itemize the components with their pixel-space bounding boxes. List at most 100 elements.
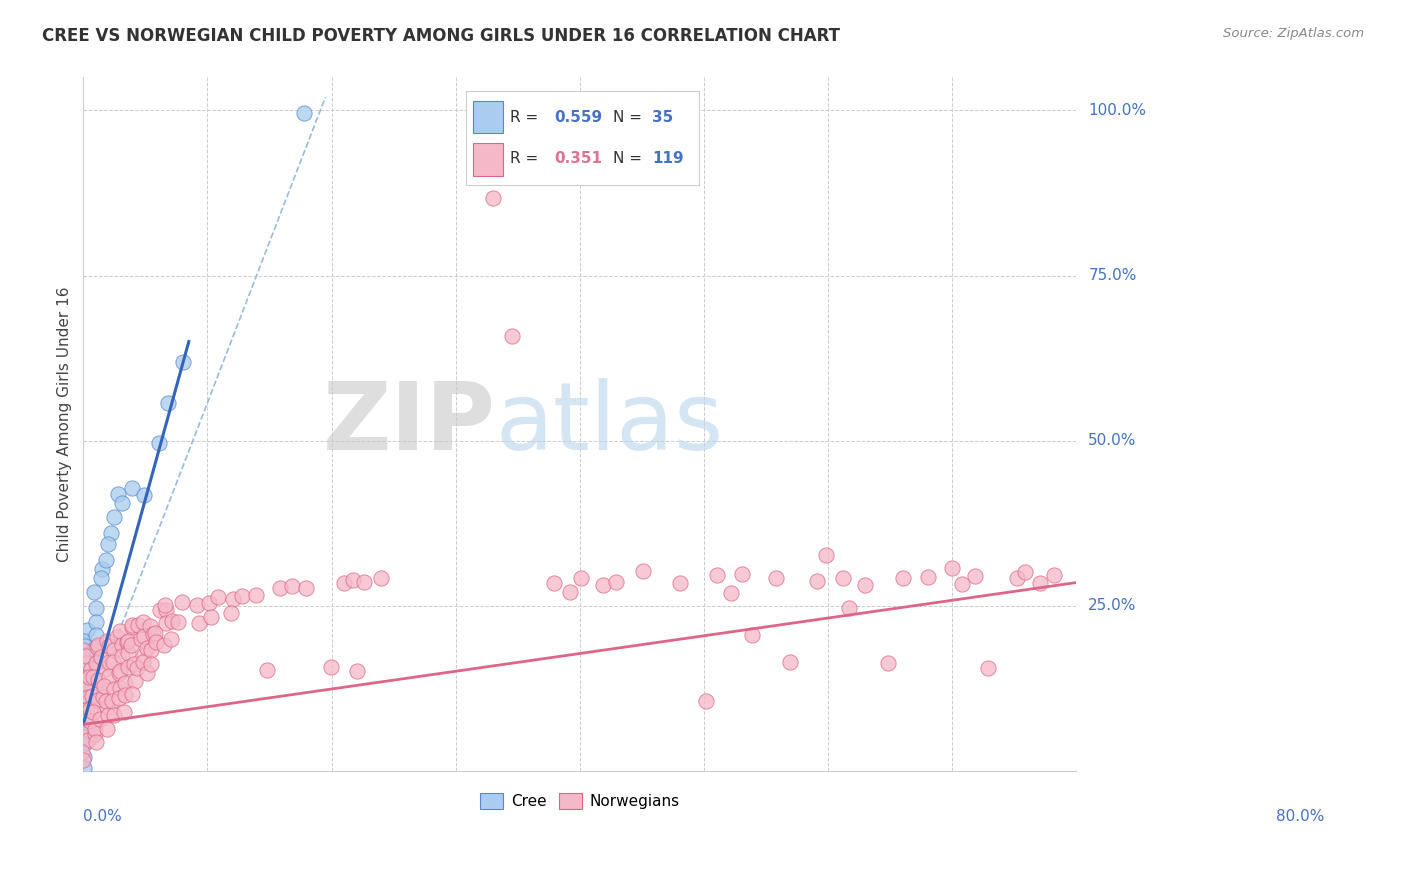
Point [79,702,101,716]
Text: Source: ZipAtlas.com: Source: ZipAtlas.com [1223,27,1364,40]
Point [346,664,368,678]
Point [89,712,111,726]
Point [75,703,97,717]
Point [97,640,120,654]
Point [893,571,915,585]
Point [103,708,125,723]
Point [114,689,136,703]
Text: atlas: atlas [495,378,724,470]
Text: 75.0%: 75.0% [1088,268,1136,283]
Point [245,589,267,603]
Point [94,662,117,676]
Point [153,638,176,652]
Point [86,601,108,615]
Text: 25.0%: 25.0% [1088,599,1136,613]
Point [75,656,97,670]
Point [73,750,96,764]
Point [93,680,115,694]
Point [876,656,898,670]
Point [103,681,125,696]
Point [281,579,304,593]
Point [831,571,853,585]
Point [75,649,97,664]
Point [370,570,392,584]
Point [72,662,94,676]
Point [121,687,143,701]
Text: 100.0%: 100.0% [1088,103,1146,118]
Point [77,714,100,728]
Point [96,722,118,736]
Point [779,655,801,669]
Point [950,577,973,591]
Point [121,620,143,634]
Point [103,642,125,657]
Point [84,615,107,629]
Point [153,598,176,612]
Point [157,396,180,410]
Point [207,590,229,604]
Point [353,574,375,589]
Point [72,753,94,767]
Point [96,553,118,567]
Point [75,681,97,696]
Point [121,481,143,495]
Point [77,733,100,747]
Point [80,662,103,676]
Point [631,564,654,578]
Point [80,689,103,703]
Point [121,618,143,632]
Point [87,638,110,652]
Point [127,618,149,632]
Point [108,681,131,695]
Point [129,632,152,647]
Point [73,730,96,744]
Point [125,661,148,675]
Point [1043,568,1066,582]
Point [1005,571,1028,585]
Point [114,676,136,690]
Point [143,625,166,640]
Point [90,650,112,665]
Point [134,488,156,502]
Point [135,665,157,680]
Point [706,568,728,582]
Point [108,691,131,706]
Point [75,702,97,716]
Point [166,615,188,630]
Point [1029,575,1052,590]
Text: ZIP: ZIP [322,378,495,470]
Point [90,571,112,585]
Point [76,723,98,737]
Point [695,693,717,707]
Point [84,657,107,671]
Point [569,571,592,585]
Point [1014,565,1036,579]
Point [132,615,155,629]
Point [87,683,110,698]
Point [83,641,105,656]
Point [592,578,614,592]
Point [501,328,523,343]
Point [73,634,96,648]
Point [70,745,93,759]
Point [73,761,96,775]
Point [197,596,219,610]
Point [75,714,97,729]
Point [917,569,939,583]
Point [77,670,100,684]
Point [73,724,96,739]
Point [100,526,122,541]
Point [96,700,118,714]
Point [72,690,94,704]
Point [86,640,108,654]
Point [806,574,828,588]
Point [142,627,165,641]
Point [668,576,690,591]
Point [814,548,837,562]
Point [122,657,145,671]
Point [139,643,162,657]
Point [120,638,142,652]
Point [145,635,167,649]
Text: 50.0%: 50.0% [1088,434,1136,448]
Point [103,655,125,669]
